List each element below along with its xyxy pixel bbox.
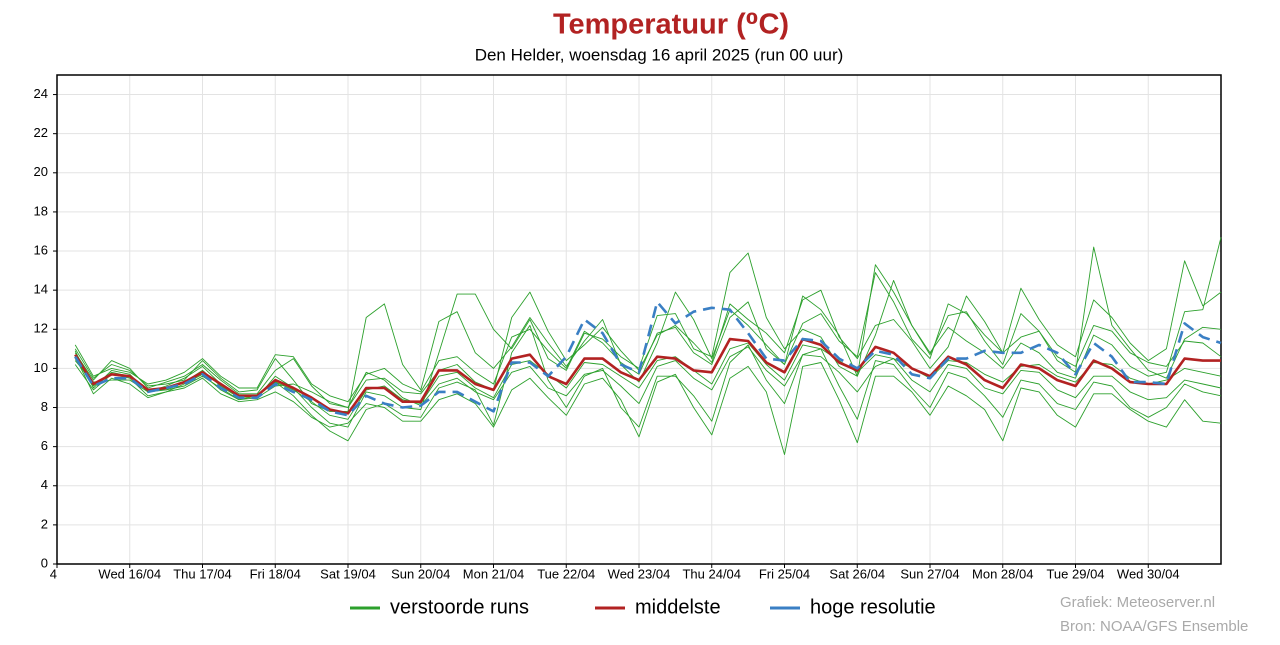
- y-tick-label: 24: [34, 86, 48, 101]
- legend-label: middelste: [635, 596, 721, 618]
- y-tick-label: 8: [41, 399, 48, 414]
- x-tick-label: 4: [50, 566, 57, 581]
- x-tick-label: Thu 24/04: [682, 566, 741, 581]
- x-tick-label: Sat 19/04: [320, 566, 376, 581]
- y-tick-label: 0: [41, 555, 48, 570]
- y-tick-label: 14: [34, 282, 48, 297]
- legend-label: verstoorde runs: [390, 596, 529, 618]
- x-tick-label: Sat 26/04: [829, 566, 885, 581]
- chart-title: Temperatuur (⁰C): [553, 9, 789, 41]
- ensemble-line: [74, 260, 1222, 403]
- ensemble-line: [74, 246, 1222, 412]
- y-tick-label: 12: [34, 321, 48, 336]
- y-tick-label: 2: [41, 516, 48, 531]
- x-tick-label: Sun 20/04: [391, 566, 450, 581]
- plot-frame: [56, 74, 1222, 565]
- legend-label: hoge resolutie: [810, 596, 936, 618]
- credit: Grafiek: Meteoserver.nl: [1060, 594, 1215, 611]
- x-tick-label: Wed 23/04: [608, 566, 671, 581]
- y-tick-label: 20: [34, 164, 48, 179]
- x-tick-label: Fri 25/04: [759, 566, 810, 581]
- y-tick-label: 6: [41, 438, 48, 453]
- y-tick-label: 4: [41, 477, 48, 492]
- series-line: [74, 337, 1221, 415]
- x-tick-label: Wed 30/04: [1117, 566, 1180, 581]
- x-tick-label: Thu 17/04: [173, 566, 232, 581]
- y-tick-label: 10: [34, 360, 48, 375]
- x-tick-label: Mon 21/04: [463, 566, 524, 581]
- x-tick-label: Tue 29/04: [1046, 566, 1104, 581]
- y-tick-label: 22: [34, 125, 48, 140]
- x-tick-label: Fri 18/04: [250, 566, 301, 581]
- credit: Bron: NOAA/GFS Ensemble: [1060, 618, 1248, 635]
- ensemble-line: [74, 356, 1222, 455]
- ensemble-line: [74, 346, 1222, 408]
- chart-subtitle: Den Helder, woensdag 16 april 2025 (run …: [475, 45, 844, 64]
- x-tick-label: Mon 28/04: [972, 566, 1033, 581]
- x-tick-label: Wed 16/04: [98, 566, 161, 581]
- x-tick-label: Sun 27/04: [900, 566, 959, 581]
- x-tick-label: Tue 22/04: [537, 566, 595, 581]
- series-line: [74, 300, 1222, 417]
- y-tick-label: 18: [34, 203, 48, 218]
- y-tick-label: 16: [34, 242, 48, 257]
